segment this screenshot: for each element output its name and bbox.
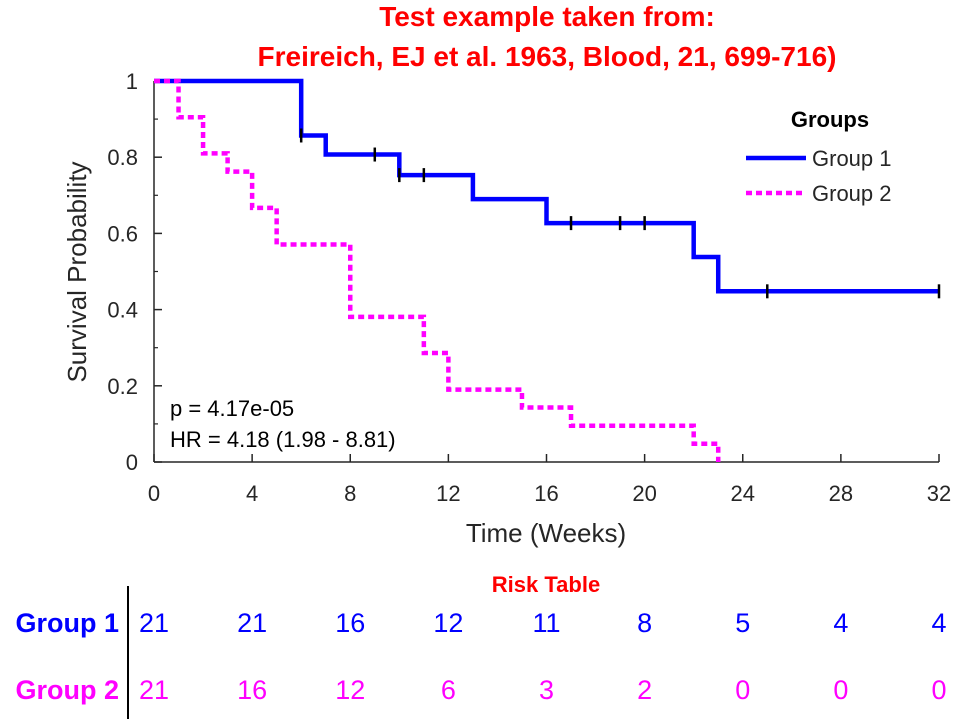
x-tick-label: 0: [148, 481, 160, 506]
y-tick-label: 0.8: [107, 145, 138, 170]
risk-cell: 8: [637, 608, 652, 638]
axes: 0 4 8 12 16 20 24 28 32 0 0.2 0.4 0.6 0.8 1: [107, 69, 951, 506]
risk-cell: 16: [335, 608, 365, 638]
x-ticks: 0 4 8 12 16 20 24 28 32: [148, 454, 951, 506]
risk-cell: 11: [532, 608, 560, 638]
risk-row-label-group-1: Group 1: [15, 608, 119, 638]
risk-cell: 16: [237, 675, 267, 705]
risk-cell: 4: [833, 608, 848, 638]
survival-curves: [154, 78, 941, 462]
legend-title: Groups: [791, 107, 869, 132]
risk-cell: 3: [539, 675, 554, 705]
risk-cell: 12: [335, 675, 365, 705]
x-tick-label: 12: [436, 481, 460, 506]
x-tick-label: 4: [246, 481, 258, 506]
chart-title-line-2: Freireich, EJ et al. 1963, Blood, 21, 69…: [258, 41, 837, 72]
x-tick-label: 24: [731, 481, 755, 506]
x-tick-label: 16: [534, 481, 558, 506]
x-tick-label: 32: [927, 481, 951, 506]
risk-cell: 21: [139, 608, 169, 638]
risk-cell: 6: [441, 675, 456, 705]
risk-cell: 21: [237, 608, 267, 638]
x-tick-label: 20: [632, 481, 656, 506]
y-tick-label: 0.6: [107, 221, 138, 246]
risk-cell: 2: [637, 675, 652, 705]
y-tick-label: 1: [126, 69, 138, 94]
risk-cell: 0: [833, 675, 848, 705]
risk-cell: 0: [735, 675, 750, 705]
y-tick-label: 0.4: [107, 298, 138, 323]
p-value-annotation: p = 4.17e-05: [170, 396, 294, 421]
legend: Groups Group 1 Group 2: [746, 107, 892, 206]
x-tick-label: 28: [829, 481, 853, 506]
x-axis-label: Time (Weeks): [466, 518, 626, 548]
risk-cell: 12: [433, 608, 463, 638]
hazard-ratio-annotation: HR = 4.18 (1.98 - 8.81): [170, 427, 396, 452]
survival-curve-1: [154, 78, 939, 294]
y-tick-label: 0: [126, 450, 138, 475]
x-tick-label: 8: [344, 481, 356, 506]
risk-cell: 4: [931, 608, 946, 638]
risk-row-label-group-2: Group 2: [15, 675, 119, 705]
y-axis-label: Survival Probability: [62, 161, 92, 382]
chart-title-line-1: Test example taken from:: [379, 1, 715, 32]
risk-table: Risk Table Group 1 Group 2 21 21 16 12 11 8 5 4…: [15, 572, 947, 719]
survival-curve-2: [154, 78, 721, 462]
y-tick-label: 0.2: [107, 374, 138, 399]
risk-cell: 5: [735, 608, 750, 638]
risk-table-title: Risk Table: [492, 572, 600, 597]
risk-table-cells: 21 21 16 12 11 8 5 4 4 21 16 12 6 3 2 0 0 0: [139, 608, 947, 705]
legend-label-group-2: Group 2: [812, 181, 892, 206]
y-ticks: 0 0.2 0.4 0.6 0.8 1: [107, 69, 162, 475]
risk-cell: 0: [931, 675, 946, 705]
risk-cell: 21: [139, 675, 169, 705]
legend-label-group-1: Group 1: [812, 146, 892, 171]
